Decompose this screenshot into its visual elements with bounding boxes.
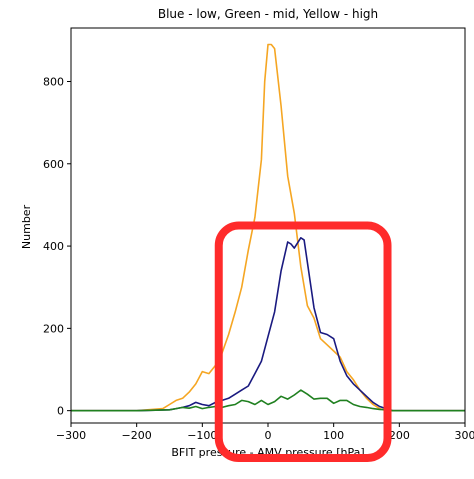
y-tick-label: 800	[43, 75, 64, 88]
series-line-1	[71, 237, 465, 412]
x-tick-label: −200	[122, 429, 152, 442]
series-line-2	[71, 389, 465, 412]
x-tick-label: −300	[56, 429, 86, 442]
annotation-layer	[214, 221, 392, 462]
x-tick-label: 100	[323, 429, 344, 442]
x-tick-label: 300	[455, 429, 474, 442]
chart-title: Blue - low, Green - mid, Yellow - high	[158, 7, 378, 21]
axes-layer: −300 −200 −100 0 100 200 300 0 200 400 600 800	[43, 75, 474, 442]
y-tick-label: 400	[43, 240, 64, 253]
y-tick-label: 0	[57, 405, 64, 418]
y-tick-label: 600	[43, 158, 64, 171]
series-layer	[71, 43, 465, 412]
x-tick-label: −100	[187, 429, 217, 442]
highlight-box	[214, 221, 392, 462]
x-tick-label: 200	[389, 429, 410, 442]
y-tick-label: 200	[43, 322, 64, 335]
y-axis-title: Number	[20, 204, 33, 249]
x-tick-label: 0	[265, 429, 272, 442]
